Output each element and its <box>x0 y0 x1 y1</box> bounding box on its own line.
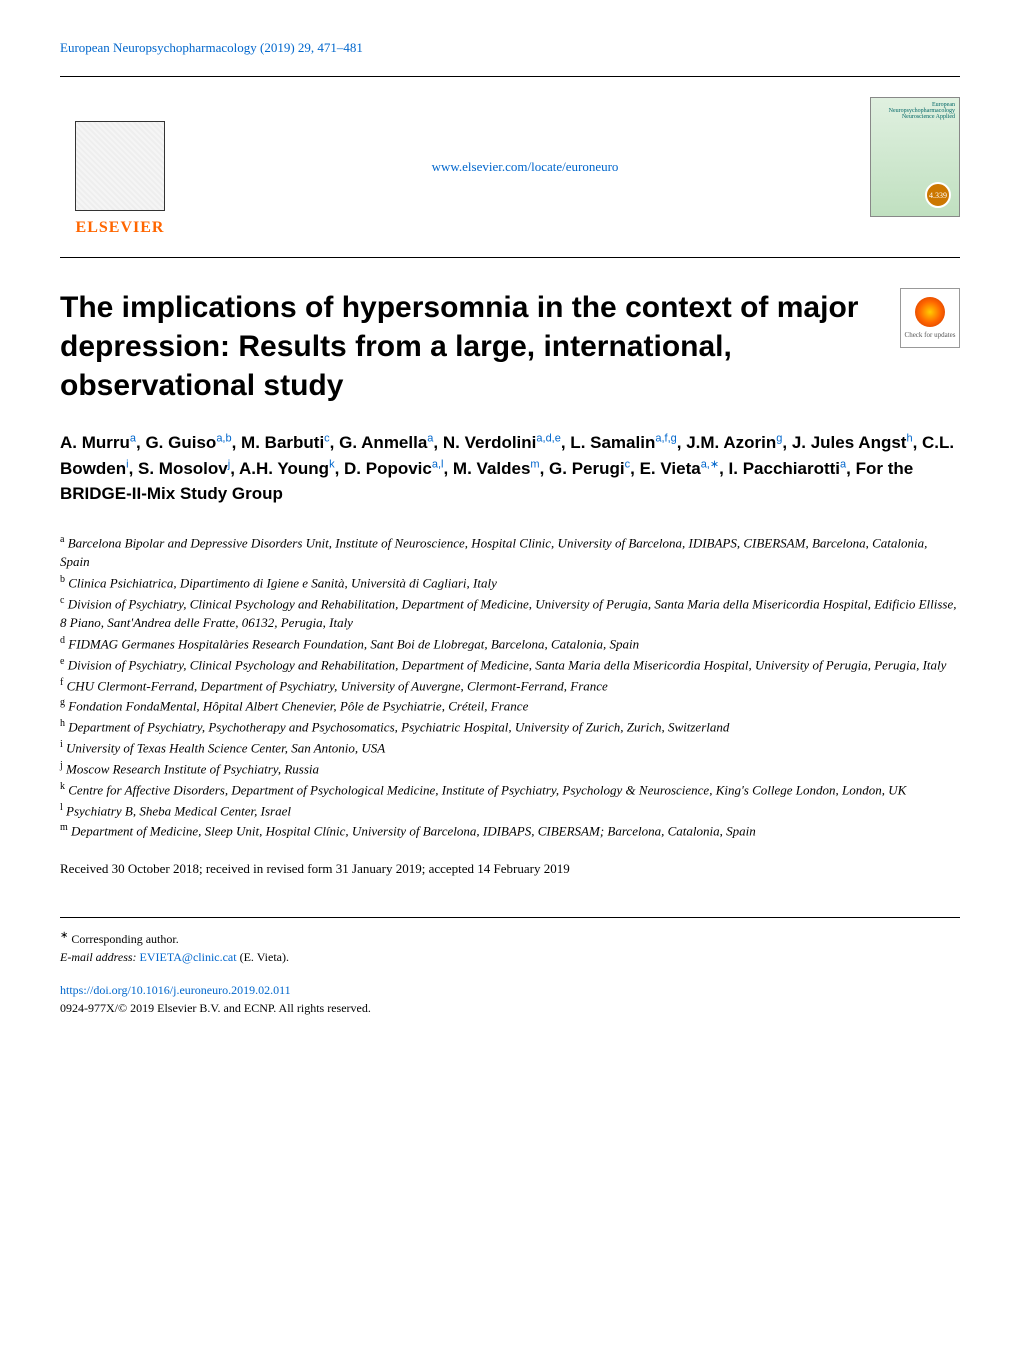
copyright-text: 0924-977X/© 2019 Elsevier B.V. and ECNP.… <box>60 1001 371 1015</box>
journal-cover[interactable]: European Neuropsychopharmacology Neurosc… <box>870 97 960 217</box>
affiliations-list: a Barcelona Bipolar and Depressive Disor… <box>60 532 960 842</box>
doi-section: https://doi.org/10.1016/j.euroneuro.2019… <box>60 981 960 1017</box>
header-section: ELSEVIER www.elsevier.com/locate/euroneu… <box>60 76 960 258</box>
doi-link[interactable]: https://doi.org/10.1016/j.euroneuro.2019… <box>60 983 291 997</box>
publisher-name: ELSEVIER <box>76 219 165 237</box>
corresponding-email-link[interactable]: EVIETA@clinic.cat <box>140 950 237 964</box>
elsevier-tree-icon <box>75 121 165 211</box>
check-updates-label: Check for updates <box>905 331 956 339</box>
journal-url[interactable]: www.elsevier.com/locate/euroneuro <box>432 159 619 175</box>
citation-link[interactable]: European Neuropsychopharmacology (2019) … <box>60 40 960 56</box>
check-updates-button[interactable]: Check for updates <box>900 288 960 348</box>
article-dates: Received 30 October 2018; received in re… <box>60 861 960 877</box>
title-row: The implications of hypersomnia in the c… <box>60 288 960 405</box>
impact-factor-badge: 4.339 <box>925 182 951 208</box>
journal-cover-title: European Neuropsychopharmacology <box>875 102 955 114</box>
publisher-logo[interactable]: ELSEVIER <box>60 97 180 237</box>
corresponding-author: ∗ Corresponding author. E-mail address: … <box>60 928 960 966</box>
article-title: The implications of hypersomnia in the c… <box>60 288 900 405</box>
check-updates-icon <box>915 297 945 327</box>
journal-cover-subtitle: Neuroscience Applied <box>875 114 955 120</box>
footer-divider <box>60 917 960 918</box>
authors-list: A. Murrua, G. Guisoa,b, M. Barbutic, G. … <box>60 430 960 507</box>
